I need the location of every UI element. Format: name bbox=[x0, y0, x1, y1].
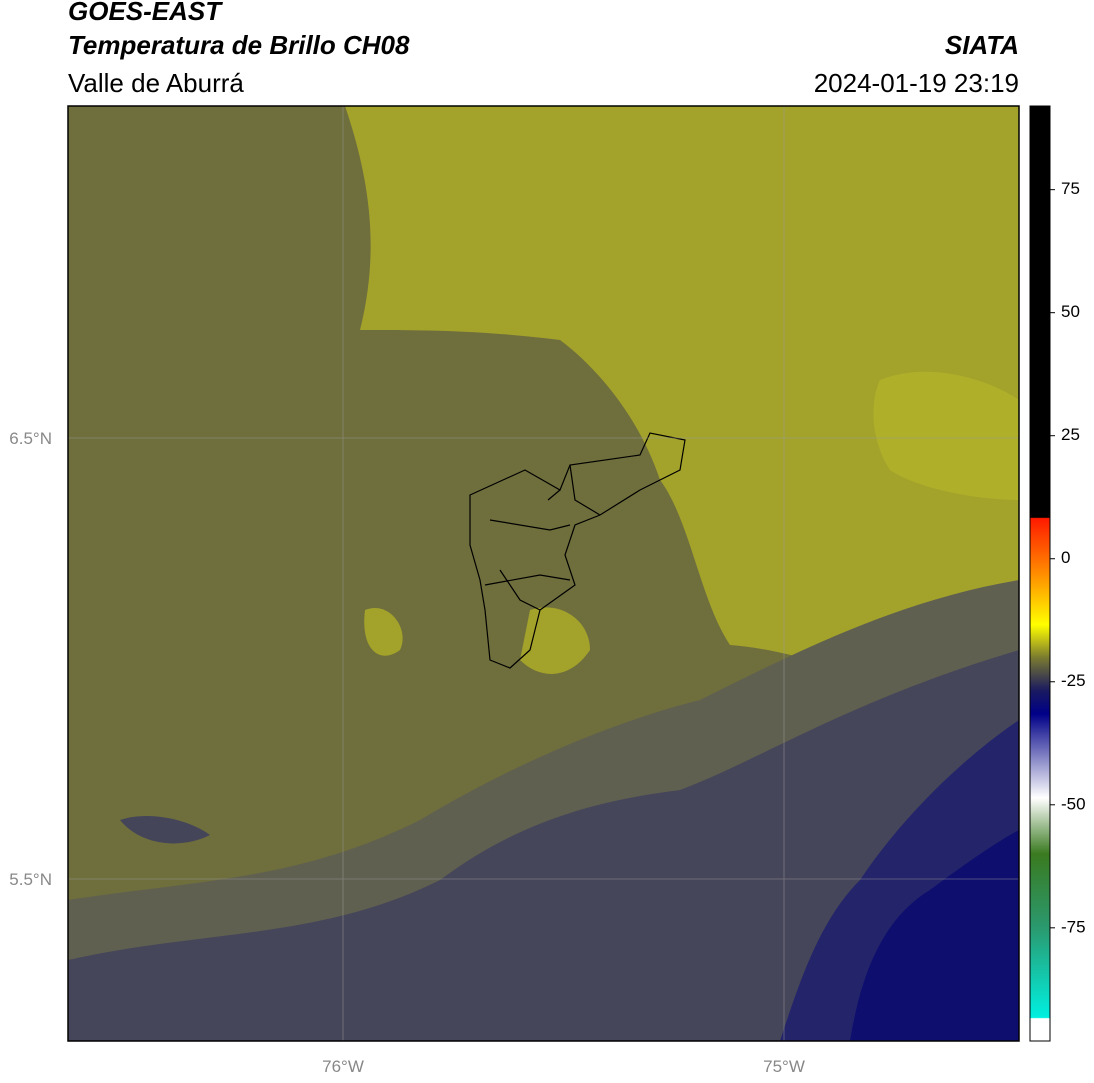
colorbar-tick-label: 50 bbox=[1061, 302, 1080, 321]
colorbar-tick-label: 0 bbox=[1061, 548, 1070, 567]
lon-label: 75°W bbox=[763, 1057, 805, 1076]
colorbar-tick-label: -50 bbox=[1061, 794, 1086, 813]
colorbar bbox=[1029, 105, 1051, 1042]
colorbar-tick-label: 25 bbox=[1061, 425, 1080, 444]
subtitle: Temperatura de Brillo CH08 bbox=[68, 30, 410, 60]
agency: SIATA bbox=[945, 30, 1019, 60]
map-frame bbox=[67, 105, 1020, 1042]
colorbar-tick-label: -25 bbox=[1061, 671, 1086, 690]
map bbox=[68, 106, 1019, 1041]
datetime: 2024-01-19 23:19 bbox=[814, 68, 1019, 98]
lon-label: 76°W bbox=[322, 1057, 364, 1076]
colorbar-tick-label: 75 bbox=[1061, 179, 1080, 198]
region: Valle de Aburrá bbox=[68, 68, 244, 98]
lat-label: 6.5°N bbox=[9, 429, 52, 448]
lat-label: 5.5°N bbox=[9, 870, 52, 889]
title: GOES-EAST bbox=[68, 0, 223, 26]
colorbar-tick-label: -75 bbox=[1061, 917, 1086, 936]
